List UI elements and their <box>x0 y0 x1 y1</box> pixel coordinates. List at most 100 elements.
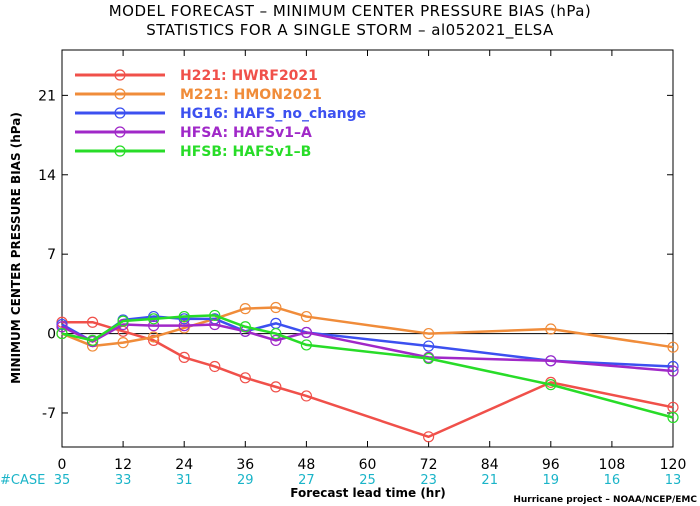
data-point-hfsb <box>423 352 435 365</box>
data-point-hfsa <box>545 355 557 367</box>
x-tick-label: 48 <box>297 457 315 473</box>
data-point-hfsa <box>667 365 679 377</box>
x-tick-label: 96 <box>542 457 560 473</box>
data-point-hfsa <box>270 334 282 346</box>
legend-label: HFSA: HAFSv1–A <box>180 125 312 141</box>
legend-series-id: HFSA <box>180 125 222 141</box>
data-point-m221 <box>117 337 129 349</box>
y-axis-label: MINIMUM CENTER PRESSURE BIAS (hPa) <box>9 112 23 384</box>
chart-title-line2: STATISTICS FOR A SINGLE STORM – al052021… <box>146 21 554 40</box>
case-count: 23 <box>420 473 437 488</box>
legend: H221: HWRF2021 M221: HMON2021 HG16: HAFS_n… <box>75 68 366 160</box>
data-point-h221 <box>178 351 190 363</box>
data-point-h221 <box>300 390 312 402</box>
data-point-m221 <box>423 327 435 340</box>
legend-series-name: HWRF2021 <box>231 68 317 84</box>
legend-marker <box>114 107 126 119</box>
data-point-hfsb <box>545 379 557 391</box>
case-label: #CASE <box>0 473 45 488</box>
case-count: 16 <box>604 473 621 488</box>
x-tick-label: 0 <box>58 457 67 473</box>
y-tick-label: 14 <box>38 168 56 184</box>
series-layer <box>56 301 679 443</box>
plot-area <box>61 49 674 448</box>
data-point-h221 <box>209 360 221 373</box>
case-count: 27 <box>298 473 315 488</box>
x-tick-label: 60 <box>359 457 377 473</box>
case-count: 21 <box>481 473 498 488</box>
case-count: 13 <box>665 473 682 488</box>
data-point-hfsb <box>86 334 99 346</box>
data-point-hfsb <box>300 339 312 351</box>
legend-series-id: H221 <box>180 68 221 84</box>
legend-label: HG16: HAFS_no_change <box>180 106 366 122</box>
data-point-hfsa <box>300 326 312 339</box>
x-tick-label: 72 <box>420 457 438 473</box>
y-tick-label: 21 <box>38 88 56 104</box>
data-point-m221 <box>239 303 251 315</box>
case-count: 29 <box>237 473 254 488</box>
data-point-hfsb <box>270 327 282 340</box>
data-point-hfsa <box>178 320 190 332</box>
series-line-hfsb <box>61 314 674 419</box>
legend-series-id: HFSB <box>180 144 222 160</box>
case-count: 19 <box>543 473 560 488</box>
y-axis-ticks: -7 0 7 14 21 <box>38 88 673 422</box>
legend-marker <box>114 88 126 100</box>
x-axis-label: Forecast lead time (hr) <box>290 486 446 500</box>
legend-series-name: HAFS_no_change <box>233 106 366 122</box>
data-point-h221 <box>423 431 435 443</box>
legend-label: H221: HWRF2021 <box>180 68 318 84</box>
x-tick-label: 12 <box>114 457 132 473</box>
case-count: 33 <box>115 473 132 488</box>
legend-marker <box>114 126 126 138</box>
y-tick-label: -7 <box>42 406 56 422</box>
data-point-m221 <box>300 310 312 323</box>
legend-series-id: M221 <box>180 87 223 103</box>
data-point-hfsb <box>117 315 129 327</box>
data-point-m221 <box>667 341 679 353</box>
data-point-hfsb <box>667 411 679 424</box>
legend-label: HFSB: HAFSv1–B <box>180 144 311 160</box>
y-tick-label: 7 <box>47 247 56 263</box>
legend-series-name: HMON2021 <box>234 87 322 103</box>
chart-title-line1: MODEL FORECAST – MINIMUM CENTER PRESSURE… <box>109 2 592 20</box>
legend-series-name: HAFSv1–B <box>233 144 312 160</box>
x-tick-label: 24 <box>175 457 193 473</box>
case-count: 25 <box>359 473 376 488</box>
legend-label: M221: HMON2021 <box>180 87 322 103</box>
data-point-h221 <box>239 372 251 384</box>
data-point-hfsa <box>148 320 160 332</box>
legend-marker <box>114 145 126 157</box>
case-count: 31 <box>176 473 193 488</box>
data-point-h221 <box>270 381 282 393</box>
data-point-h221 <box>86 316 99 328</box>
credit: Hurricane project – NOAA/NCEP/EMC <box>513 495 697 505</box>
data-point-m221 <box>270 301 282 314</box>
x-tick-label: 84 <box>481 457 499 473</box>
data-point-hg16 <box>667 360 679 373</box>
data-point-hfsb <box>148 313 160 325</box>
data-point-m221 <box>545 323 557 335</box>
x-tick-label: 36 <box>236 457 254 473</box>
data-point-hfsa <box>209 318 221 331</box>
data-point-hfsa <box>56 321 68 333</box>
data-point-hfsb <box>178 310 190 323</box>
data-point-h221 <box>148 334 160 346</box>
x-axis-ticks: 0 12 24 36 48 60 72 84 96 108 120 <box>58 50 687 473</box>
legend-series-id: HG16 <box>180 106 223 122</box>
case-counts: 35 33 31 29 27 25 23 21 19 16 13 <box>54 473 682 488</box>
legend-marker <box>114 69 126 81</box>
y-tick-label: 0 <box>47 327 56 343</box>
series-line-hfsa <box>61 323 674 373</box>
data-point-hfsb <box>209 309 221 322</box>
x-tick-label: 120 <box>660 457 687 473</box>
data-point-hfsb <box>56 327 68 340</box>
data-point-hfsb <box>239 321 251 333</box>
x-tick-label: 108 <box>599 457 626 473</box>
data-point-m221 <box>148 331 160 343</box>
case-count: 35 <box>54 473 71 488</box>
data-point-hg16 <box>423 340 435 352</box>
legend-series-name: HAFSv1–A <box>233 125 312 141</box>
